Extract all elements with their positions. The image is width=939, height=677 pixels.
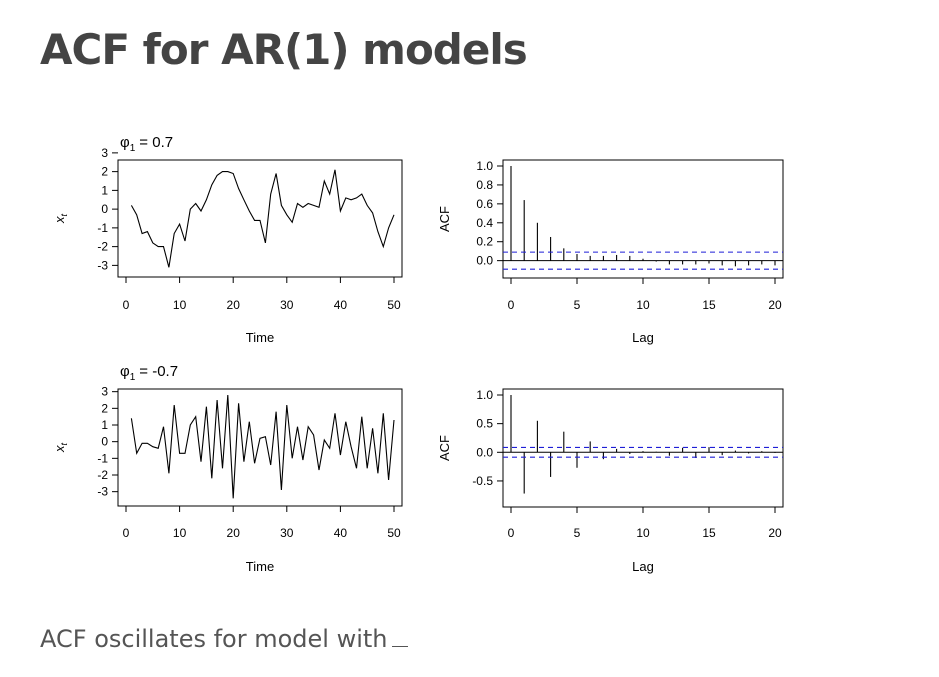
x-tick-label: 0 xyxy=(508,298,515,312)
phi-fraction-glyph xyxy=(391,632,408,647)
plot-frame xyxy=(502,388,784,508)
y-tick-label: 0.0 xyxy=(476,254,493,268)
x-tick-label: 20 xyxy=(227,298,241,312)
y-tick-label: 0.2 xyxy=(476,235,493,249)
x-tick-label: 40 xyxy=(334,298,348,312)
panel-title: φ1 = -0.7 xyxy=(120,363,178,383)
panel-title-subscript: 1 xyxy=(130,143,136,154)
x-tick-label: 50 xyxy=(387,298,401,312)
x-tick-label: 0 xyxy=(123,298,130,312)
y-axis-label-subscript: t xyxy=(59,443,69,446)
x-tick-label: 10 xyxy=(636,526,650,540)
panel-title-value: = 0.7 xyxy=(139,134,173,151)
y-tick-label: 1.0 xyxy=(476,388,493,402)
series-line xyxy=(130,169,395,268)
plot-frame xyxy=(117,388,403,507)
x-tick-label: 0 xyxy=(508,526,515,540)
y-tick-label: -3 xyxy=(97,485,108,499)
y-tick-label: 1.0 xyxy=(476,159,493,173)
panel-title-subscript: 1 xyxy=(130,372,136,383)
y-tick-label: 0.5 xyxy=(476,417,493,431)
x-tick-label: 20 xyxy=(768,298,782,312)
y-tick-label: -2 xyxy=(97,240,108,254)
x-tick-label: 20 xyxy=(768,526,782,540)
x-axis-label: Time xyxy=(246,330,274,345)
plot-frame xyxy=(117,159,403,278)
panel-title-symbol: φ xyxy=(120,363,130,380)
y-tick-label: 3 xyxy=(101,385,108,399)
x-tick-label: 5 xyxy=(574,298,581,312)
x-tick-label: 20 xyxy=(227,526,241,540)
panel-title-value: = -0.7 xyxy=(139,363,178,380)
caption: ACF oscillates for model with xyxy=(40,625,408,653)
x-axis-label: Lag xyxy=(632,330,654,345)
y-tick-label: 0.8 xyxy=(476,178,493,192)
y-tick-label: 0.0 xyxy=(476,445,493,459)
y-axis-label: xt xyxy=(52,214,69,225)
y-tick-label: 0.4 xyxy=(476,216,493,230)
y-axis-label-main: x xyxy=(52,216,67,224)
acf-negative-panel: 0 5 10 15 20 -0.5 0.0 0.5 1.0 Lag ACF xyxy=(437,388,784,574)
x-tick-label: 5 xyxy=(574,526,581,540)
x-tick-label: 50 xyxy=(387,526,401,540)
y-axis-label-main: ACF xyxy=(437,206,452,232)
x-tick-label: 10 xyxy=(173,298,187,312)
page-title: ACF for AR(1) models xyxy=(40,25,528,74)
x-tick-label: 10 xyxy=(173,526,187,540)
y-tick-label: -1 xyxy=(97,451,108,465)
y-axis-label-subscript: t xyxy=(59,214,69,217)
y-tick-label: 2 xyxy=(101,401,108,415)
y-axis-label: xt xyxy=(52,443,69,454)
y-axis-label: ACF xyxy=(437,435,452,461)
panel-title: φ1 = 0.7 xyxy=(120,134,173,154)
y-tick-label: 0 xyxy=(101,435,108,449)
y-tick-label: -1 xyxy=(97,221,108,235)
x-axis-label: Time xyxy=(246,559,274,574)
y-tick-label: 1 xyxy=(101,183,108,197)
y-tick-label: 1 xyxy=(101,418,108,432)
y-axis-label: ACF xyxy=(437,206,452,232)
series-line xyxy=(130,394,395,499)
x-tick-label: 30 xyxy=(280,298,294,312)
y-tick-label: -0.5 xyxy=(472,474,493,488)
y-tick-label: 3 xyxy=(101,146,108,160)
x-tick-label: 0 xyxy=(123,526,130,540)
x-tick-label: 15 xyxy=(702,298,716,312)
x-tick-label: 40 xyxy=(334,526,348,540)
y-axis-label-main: x xyxy=(52,445,67,453)
x-tick-label: 15 xyxy=(702,526,716,540)
y-tick-label: 0.6 xyxy=(476,197,493,211)
acf-positive-panel: 0 5 10 15 20 0.0 0.2 0.4 0.6 0.8 1.0 Lag ACF xyxy=(437,159,784,345)
y-tick-label: 0 xyxy=(101,202,108,216)
y-tick-label: -3 xyxy=(97,258,108,272)
y-tick-label: 2 xyxy=(101,165,108,179)
x-tick-label: 10 xyxy=(636,298,650,312)
y-axis-label-main: ACF xyxy=(437,435,452,461)
panel-title-symbol: φ xyxy=(120,134,130,151)
x-tick-label: 30 xyxy=(280,526,294,540)
x-axis-label: Lag xyxy=(632,559,654,574)
caption-text: ACF oscillates for model with xyxy=(40,625,388,653)
y-tick-label: -2 xyxy=(97,468,108,482)
